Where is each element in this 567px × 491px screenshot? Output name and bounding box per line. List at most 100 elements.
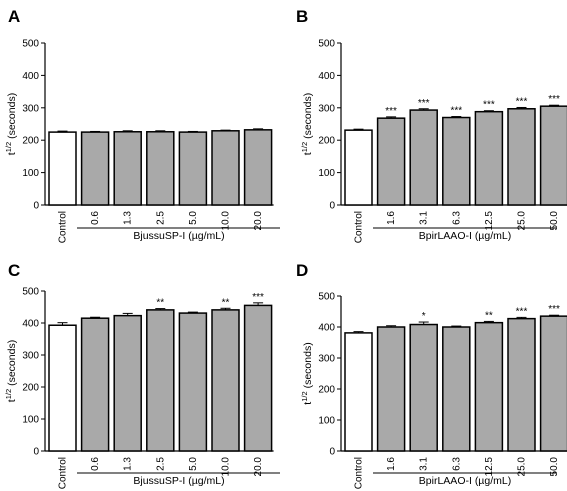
x-axis-label: BpirLAAO-I (µg/mL)	[419, 475, 511, 487]
y-axis-label-unit: (seconds)	[302, 342, 314, 391]
x-tick-label: Control	[58, 457, 69, 489]
y-tick-label: 400	[22, 319, 39, 330]
x-tick-label: 5.0	[188, 457, 199, 471]
y-tick-label: 500	[22, 39, 39, 50]
x-tick-label: 5.0	[188, 211, 199, 225]
y-axis-label-main: t	[302, 152, 314, 155]
bar	[442, 116, 471, 206]
panel-letter: D	[296, 261, 308, 280]
x-tick-label: 50.0	[549, 211, 560, 231]
bar	[442, 326, 471, 452]
bar	[376, 117, 406, 206]
x-tick-label: 2.5	[155, 211, 166, 225]
x-tick-label: 10.0	[221, 211, 232, 231]
y-tick-label: 300	[318, 354, 335, 365]
bar	[178, 312, 208, 452]
y-axis-label-main: t	[302, 402, 314, 405]
chart-panel-b: B 0 100 200 300 400 500 t1/2 (seconds) Control **…	[296, 7, 567, 243]
x-tick-label: 25.0	[517, 211, 528, 231]
x-axis-label: BpirLAAO-I (µg/mL)	[419, 230, 511, 242]
bar	[474, 110, 504, 206]
y-axis-label-superscript: 1/2	[4, 389, 13, 399]
y-tick-label: 100	[318, 168, 335, 179]
bar	[376, 326, 406, 452]
y-tick-label: 400	[318, 323, 335, 334]
bar	[48, 324, 77, 452]
x-tick-label: 10.0	[221, 457, 232, 477]
x-tick-label: Control	[354, 457, 365, 489]
significance-label: **	[222, 297, 230, 308]
y-axis-label: t1/2 (seconds)	[300, 342, 314, 404]
significance-label: ***	[483, 100, 495, 111]
bar	[409, 109, 438, 206]
x-tick-label: 6.3	[451, 457, 462, 471]
y-axis-label-unit: (seconds)	[302, 93, 314, 142]
significance-label: ***	[418, 98, 430, 109]
bar	[474, 321, 504, 452]
x-tick-label: 12.5	[484, 211, 495, 231]
x-tick-label: 12.5	[484, 457, 495, 477]
bar	[344, 332, 373, 452]
significance-label: **	[485, 310, 493, 321]
y-tick-label: 200	[318, 385, 335, 396]
y-axis-label-unit: (seconds)	[6, 340, 18, 389]
bar	[507, 317, 536, 452]
chart-panel-d: D 0 100 200 300 400 500 t1/2 (seconds) Control 1.…	[296, 261, 567, 489]
bar	[178, 131, 208, 206]
significance-label: ***	[548, 94, 560, 105]
x-tick-label: 3.1	[419, 211, 430, 225]
y-tick-label: 500	[318, 39, 335, 50]
x-tick-label: Control	[354, 211, 365, 243]
x-axis-label: BjussuSP-I (µg/mL)	[133, 475, 224, 487]
chart-panel-a: A 0 100 200 300 400 500 t1/2 (seconds) Control 0.…	[4, 7, 280, 243]
bar	[80, 131, 110, 206]
y-axis-label: t1/2 (seconds)	[4, 340, 18, 402]
bar	[243, 129, 273, 206]
y-axis-label: t1/2 (seconds)	[300, 93, 314, 155]
x-tick-label: 3.1	[419, 457, 430, 471]
bar	[211, 130, 240, 206]
y-tick-label: 400	[22, 71, 39, 82]
panel-letter: B	[296, 7, 308, 26]
x-tick-label: 1.3	[123, 457, 134, 471]
significance-label: ***	[252, 292, 264, 303]
x-tick-label: 0.6	[90, 211, 101, 225]
significance-label: ***	[450, 106, 462, 117]
x-tick-label: 25.0	[517, 457, 528, 477]
y-tick-label: 200	[22, 383, 39, 394]
y-axis-label-superscript: 1/2	[300, 142, 309, 152]
y-axis-label-main: t	[6, 152, 18, 155]
significance-label: ***	[385, 106, 397, 117]
x-tick-label: 20.0	[253, 457, 264, 477]
y-axis-label-superscript: 1/2	[300, 391, 309, 401]
y-tick-label: 100	[22, 415, 39, 426]
x-tick-label: 1.3	[123, 211, 134, 225]
y-tick-label: 200	[318, 136, 335, 147]
y-tick-label: 100	[318, 416, 335, 427]
bar	[507, 108, 536, 206]
bar	[113, 314, 142, 452]
chart-panel-c: C 0 100 200 300 400 500 t1/2 (seconds) Control 0.…	[4, 261, 280, 489]
bar	[344, 129, 373, 206]
x-tick-label: 1.6	[386, 457, 397, 471]
bar	[113, 131, 142, 206]
significance-label: ***	[516, 306, 528, 317]
x-tick-label: 0.6	[90, 457, 101, 471]
bar	[211, 309, 240, 452]
bar	[243, 304, 273, 452]
y-tick-label: 300	[318, 103, 335, 114]
x-tick-label: 2.5	[155, 457, 166, 471]
x-tick-label: 50.0	[549, 457, 560, 477]
panel-letter: A	[8, 7, 20, 26]
bar	[80, 317, 110, 452]
significance-label: ***	[548, 304, 560, 315]
y-axis-label-unit: (seconds)	[6, 93, 18, 142]
x-tick-label: 20.0	[253, 211, 264, 231]
x-tick-label: 1.6	[386, 211, 397, 225]
y-tick-label: 0	[329, 447, 335, 458]
y-tick-label: 500	[318, 292, 335, 303]
bar	[146, 131, 175, 206]
y-axis-label: t1/2 (seconds)	[4, 93, 18, 155]
x-tick-label: Control	[58, 211, 69, 243]
y-tick-label: 0	[33, 201, 39, 212]
